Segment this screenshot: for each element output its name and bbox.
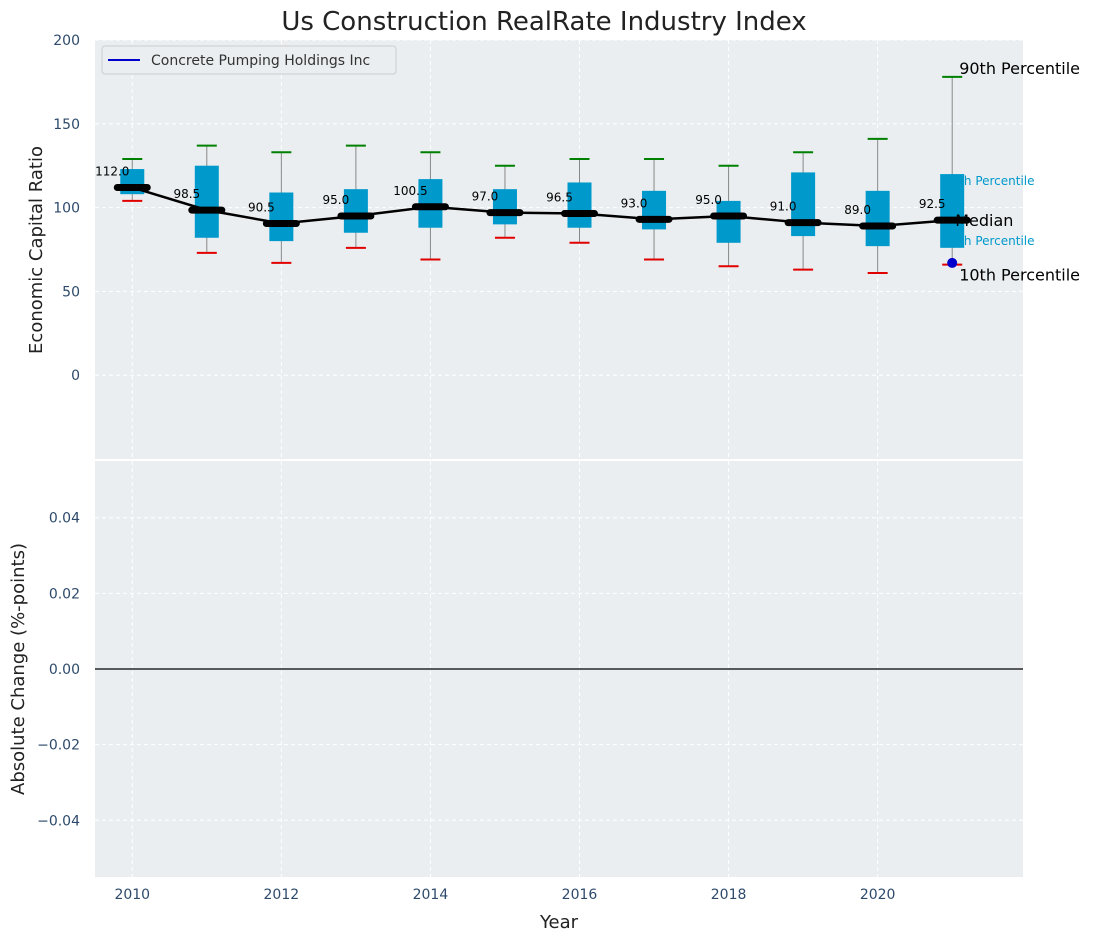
median-labels: 112.0 98.5 90.5 95.0 100.5 97.0 96.5 93.0 95.0 91… <box>95 164 945 217</box>
percentile-box <box>269 192 294 242</box>
chart-title: Us Construction RealRate Industry Index <box>281 7 806 37</box>
percentile-box <box>492 189 517 225</box>
p90-annotation: 90th Percentile <box>959 59 1080 78</box>
bottom-y-tick-label: 0.00 <box>49 662 80 678</box>
p10-annotation: 10th Percentile <box>959 266 1080 285</box>
percentile-box <box>343 189 368 233</box>
x-tick-label: 2010 <box>114 887 150 903</box>
legend-box <box>101 45 397 75</box>
top-y-tick-label: 0 <box>71 368 80 384</box>
percentile-box <box>940 174 965 248</box>
median-value-label: 95.0 <box>323 193 350 207</box>
bottom-y-ticks: 0.04 0.02 0.00 −0.02 −0.04 <box>37 511 80 830</box>
median-value-label: 89.0 <box>844 203 871 217</box>
percentile-box <box>567 182 592 228</box>
bottom-x-ticks: 2010 2012 2014 2016 2018 2020 <box>114 887 895 903</box>
median-annotation: Median <box>955 211 1013 230</box>
top-y-axis-label: Economic Capital Ratio <box>26 146 47 354</box>
median-value-label: 97.0 <box>472 190 499 204</box>
legend: Concrete Pumping Holdings Inc <box>101 45 397 75</box>
x-tick-label: 2014 <box>413 887 449 903</box>
percentile-box <box>642 190 667 230</box>
top-y-tick-label: 150 <box>53 117 80 133</box>
top-plot-area <box>95 40 1023 459</box>
percentile-annotations: 90th Percentile th Percentile Median th Per… <box>955 59 1080 285</box>
median-value-label: 96.5 <box>546 190 573 204</box>
median-value-label: 90.5 <box>248 201 275 215</box>
x-tick-label: 2012 <box>264 887 300 903</box>
median-value-label: 92.5 <box>919 197 946 211</box>
bottom-y-tick-label: 0.04 <box>49 511 80 527</box>
top-y-tick-label: 50 <box>62 284 80 300</box>
percentile-box <box>865 190 890 247</box>
percentile-box <box>194 165 219 238</box>
median-value-label: 91.0 <box>770 200 797 214</box>
top-y-ticks: 0 50 100 150 200 <box>53 33 80 384</box>
box-series <box>120 75 965 274</box>
bottom-y-axis-label: Absolute Change (%-points) <box>8 543 29 795</box>
bottom-y-tick-label: 0.02 <box>49 586 80 602</box>
median-value-label: 98.5 <box>173 187 200 201</box>
median-value-label: 95.0 <box>695 193 722 207</box>
x-tick-label: 2018 <box>711 887 747 903</box>
legend-label: Concrete Pumping Holdings Inc <box>151 53 370 69</box>
top-y-tick-label: 200 <box>53 33 80 49</box>
median-value-label: 93.0 <box>621 196 648 210</box>
median-value-label: 112.0 <box>95 164 129 178</box>
x-tick-label: 2020 <box>860 887 896 903</box>
median-line <box>113 183 971 230</box>
x-axis-label: Year <box>539 912 579 933</box>
top-grid <box>95 39 1023 459</box>
bottom-y-tick-label: −0.02 <box>37 738 80 754</box>
bottom-y-tick-label: −0.04 <box>37 813 80 829</box>
top-y-tick-label: 100 <box>53 201 80 217</box>
company-point <box>947 257 958 268</box>
p25-annotation: th Percentile <box>959 234 1034 248</box>
x-tick-label: 2016 <box>562 887 598 903</box>
median-value-label: 100.5 <box>393 184 427 198</box>
percentile-box <box>716 200 741 243</box>
p75-annotation: th Percentile <box>959 174 1034 188</box>
